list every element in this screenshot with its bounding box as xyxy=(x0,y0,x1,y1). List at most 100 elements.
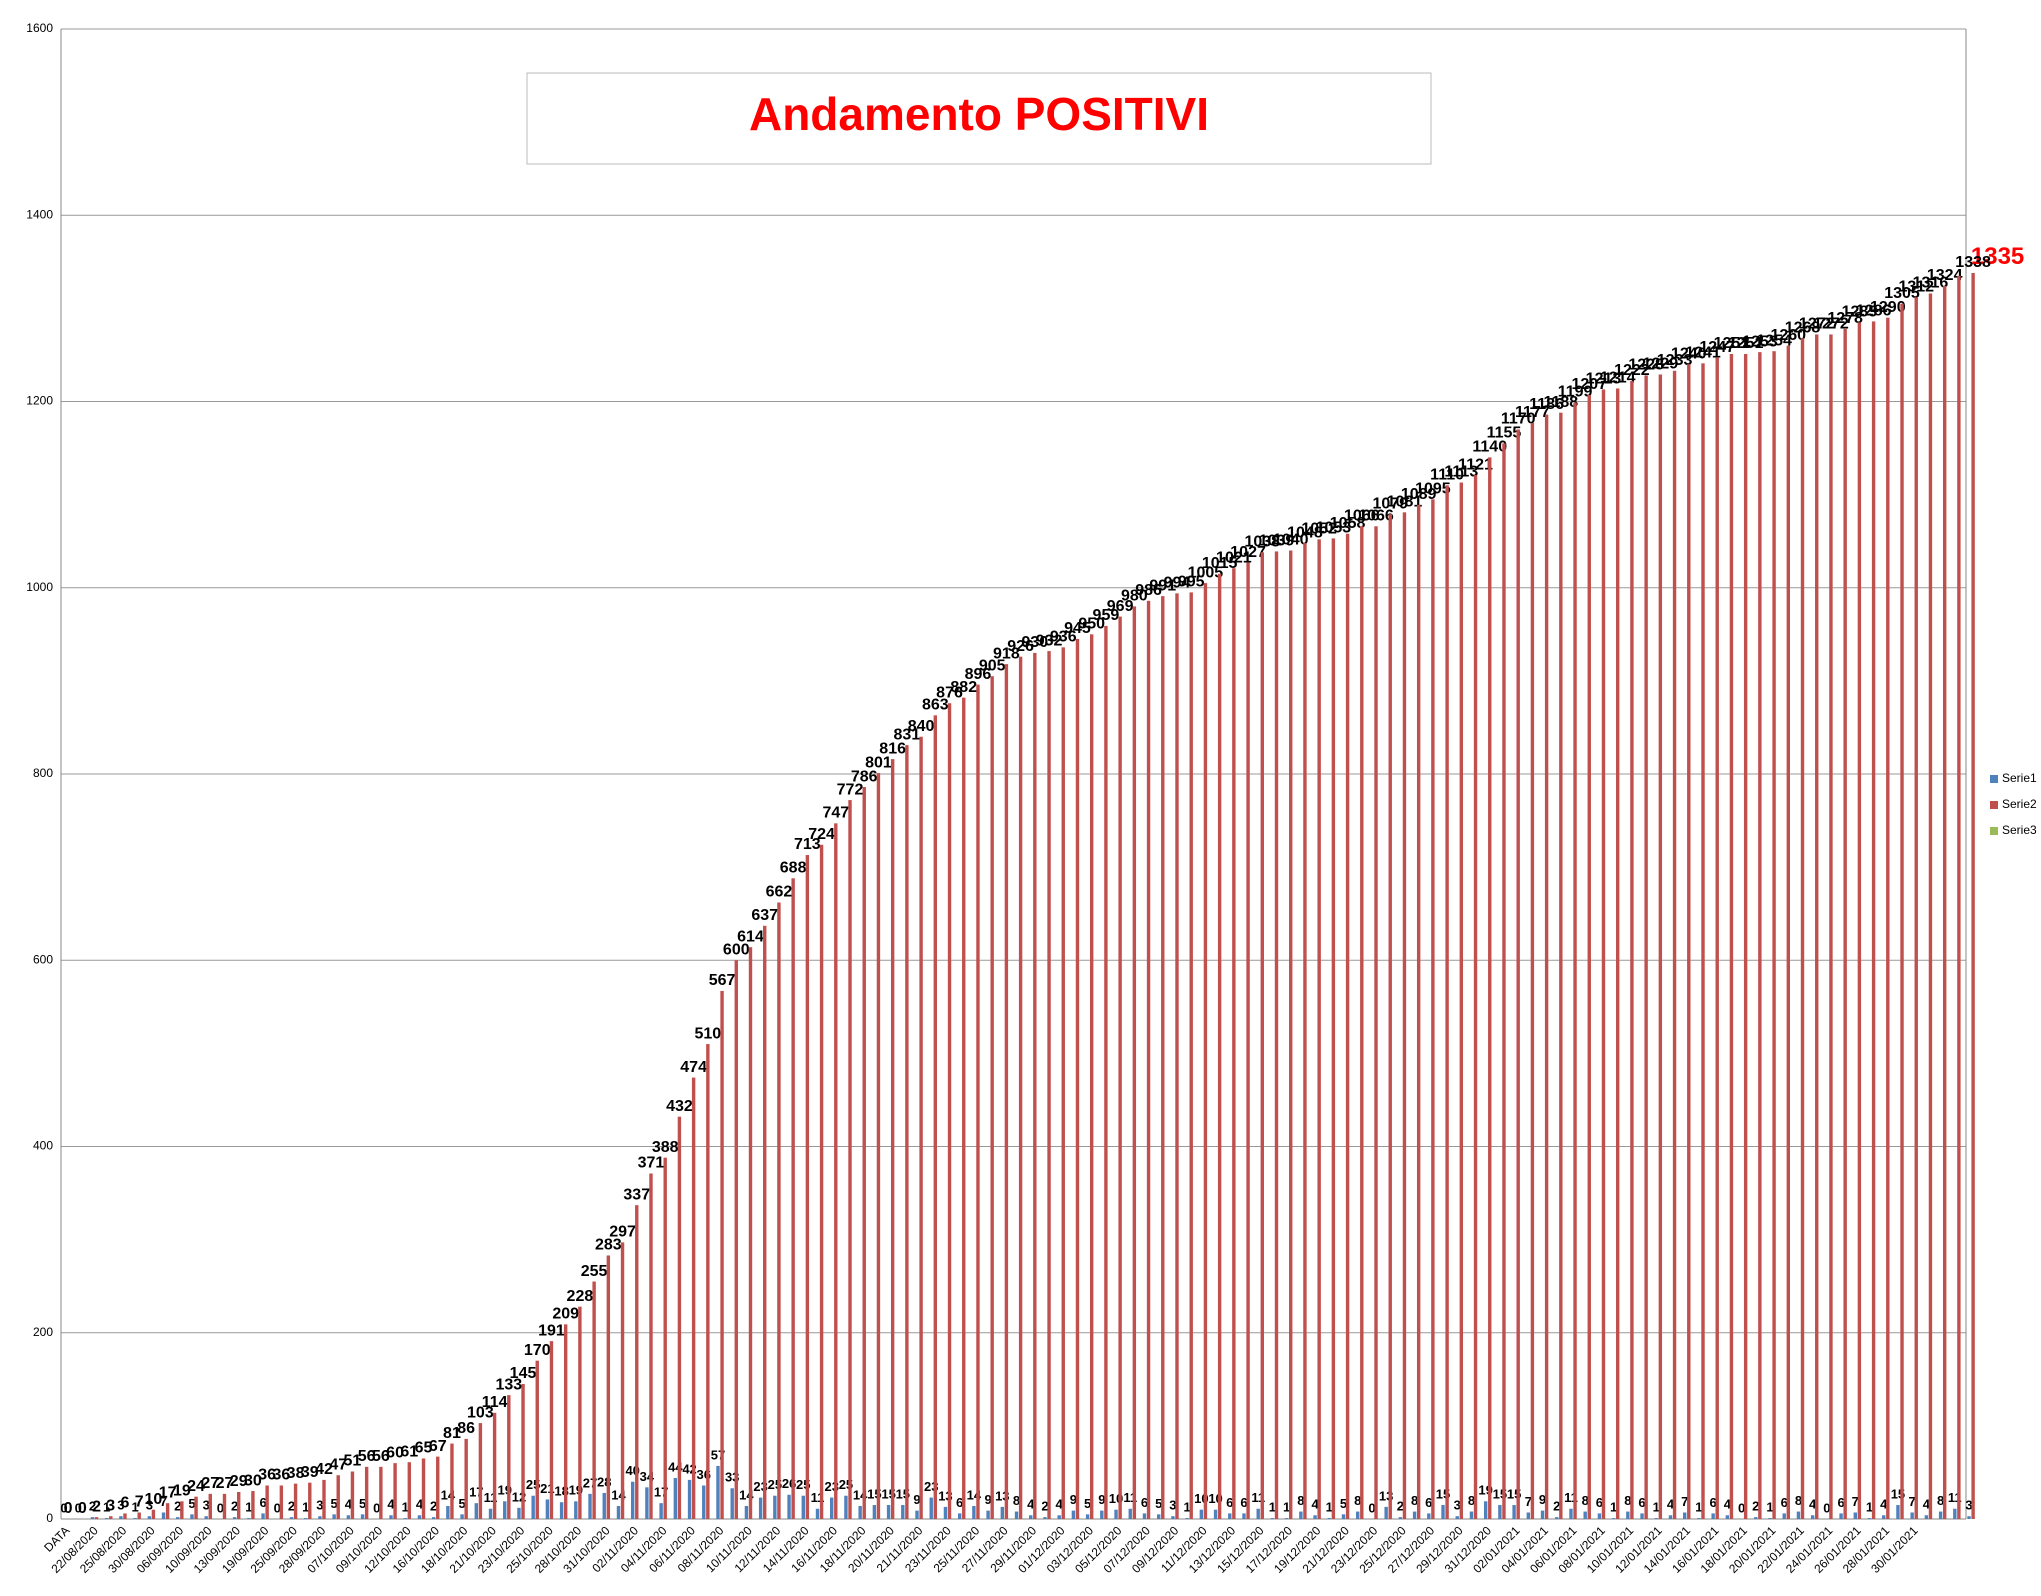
data-label: 3 xyxy=(1965,1498,1972,1513)
data-label: 6 xyxy=(1781,1495,1788,1510)
legend-swatch xyxy=(1990,801,1998,809)
data-label: 816 xyxy=(879,740,906,757)
data-label: 209 xyxy=(552,1306,579,1323)
bar xyxy=(1128,1508,1132,1519)
bar xyxy=(308,1482,312,1519)
bar xyxy=(222,1493,227,1519)
data-label: 0 xyxy=(1368,1500,1375,1515)
bar xyxy=(1331,538,1336,1519)
bar xyxy=(336,1475,340,1519)
legend-label: Serie3 xyxy=(2002,823,2037,837)
data-label: 0 xyxy=(78,1500,87,1517)
data-label: 3 xyxy=(146,1498,153,1513)
bar xyxy=(876,773,881,1519)
bar xyxy=(90,1517,95,1519)
data-label: 1089 xyxy=(1401,486,1437,503)
bar xyxy=(1882,1515,1886,1519)
bar xyxy=(1597,1513,1602,1519)
data-label: 1 xyxy=(103,1500,110,1515)
data-label: 474 xyxy=(680,1059,707,1076)
bar xyxy=(1199,1509,1204,1519)
data-label: 432 xyxy=(666,1098,693,1115)
data-label: 0 xyxy=(373,1500,380,1515)
data-label: 3 xyxy=(1169,1498,1176,1513)
data-label: 2 xyxy=(1553,1499,1560,1514)
data-label: 1285 xyxy=(1842,304,1878,321)
bar xyxy=(1701,363,1705,1520)
data-label: 4 xyxy=(416,1497,424,1512)
bar xyxy=(1569,1508,1573,1519)
data-label: 27 xyxy=(201,1475,219,1492)
bar xyxy=(1118,616,1122,1519)
bar xyxy=(379,1466,383,1519)
y-tick-label: 1400 xyxy=(26,207,53,221)
data-label: 1260 xyxy=(1770,327,1806,344)
data-label: 1 xyxy=(1326,1500,1333,1515)
bar xyxy=(890,759,895,1519)
data-label: 38 xyxy=(287,1465,305,1482)
bar xyxy=(450,1443,454,1519)
bar xyxy=(346,1515,351,1519)
data-label: 0 xyxy=(60,1500,67,1515)
bar xyxy=(1445,485,1449,1519)
data-label: 4 xyxy=(1056,1497,1064,1512)
bar xyxy=(1360,526,1364,1519)
bar xyxy=(1089,634,1094,1519)
data-label: 5 xyxy=(1084,1496,1091,1511)
bar xyxy=(1313,1515,1317,1519)
data-label: 5 xyxy=(458,1496,465,1511)
data-label: 1 xyxy=(245,1500,252,1515)
bar xyxy=(1043,1517,1047,1519)
data-label: 936 xyxy=(1050,629,1077,646)
bar xyxy=(702,1485,706,1519)
data-label: 8 xyxy=(1937,1493,1944,1508)
bar xyxy=(1455,1516,1459,1519)
bar xyxy=(1004,664,1009,1519)
bar xyxy=(1711,1513,1715,1519)
bar xyxy=(1687,364,1691,1519)
data-label: 388 xyxy=(652,1139,679,1156)
data-label: 567 xyxy=(709,972,736,989)
bar xyxy=(834,823,838,1519)
bar xyxy=(1284,1518,1289,1519)
data-label: 6 xyxy=(121,1495,130,1512)
data-label: 4 xyxy=(1724,1497,1732,1512)
data-label: 145 xyxy=(510,1365,537,1382)
bar xyxy=(1743,354,1748,1520)
bar xyxy=(1213,1509,1218,1519)
bar xyxy=(673,1478,678,1519)
data-label: 1110 xyxy=(1430,467,1464,484)
bar xyxy=(801,1495,805,1519)
data-label: 8 xyxy=(1795,1493,1802,1508)
data-label: 1095 xyxy=(1415,481,1451,498)
bar xyxy=(1057,1515,1061,1519)
data-label: 1272 xyxy=(1813,316,1849,333)
bar xyxy=(94,1517,99,1519)
bar xyxy=(748,947,753,1519)
bar xyxy=(521,1383,525,1519)
bar xyxy=(1658,374,1663,1519)
data-label: 1290 xyxy=(1870,299,1906,316)
bar xyxy=(265,1485,269,1519)
bar xyxy=(1441,1505,1445,1519)
data-label: 2 xyxy=(288,1499,295,1514)
bar xyxy=(563,1324,568,1519)
data-label: 2 xyxy=(231,1499,238,1514)
bar xyxy=(990,676,994,1519)
data-label: 114 xyxy=(482,1394,508,1411)
bar xyxy=(559,1502,564,1519)
data-label: 1058 xyxy=(1330,515,1366,532)
bar xyxy=(1156,1514,1161,1519)
bar xyxy=(1942,286,1947,1519)
bar xyxy=(1232,568,1236,1519)
data-label: 0 xyxy=(1738,1500,1745,1515)
data-label: 1338 xyxy=(1955,254,1991,271)
bar xyxy=(446,1505,450,1519)
bar xyxy=(1768,1518,1772,1519)
data-label: 1140 xyxy=(1472,439,1507,456)
bar xyxy=(1345,533,1350,1519)
data-label: 1253 xyxy=(1742,333,1778,350)
data-label: 228 xyxy=(567,1288,594,1305)
bar xyxy=(1611,1518,1616,1519)
